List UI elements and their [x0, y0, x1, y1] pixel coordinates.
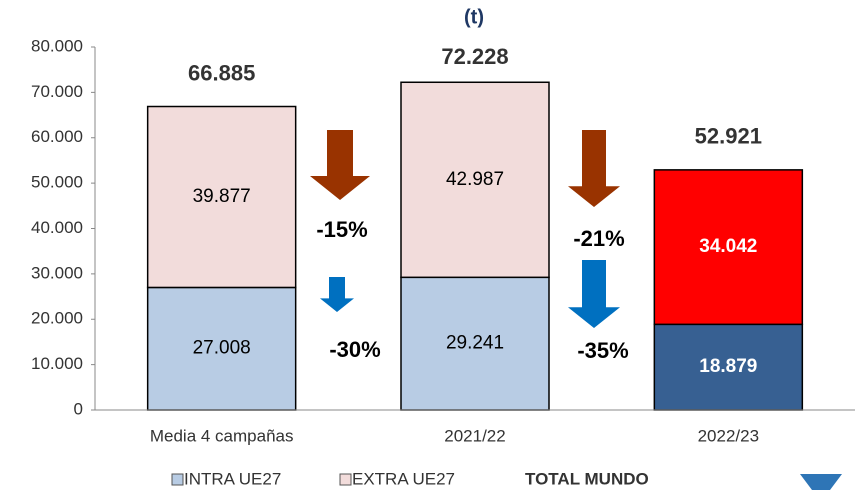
chart-title: (t)	[464, 6, 484, 28]
data-label: 39.877	[193, 186, 251, 207]
y-tick-label: 40.000	[31, 218, 83, 237]
annotation: -30%	[329, 337, 380, 362]
y-tick-label: 0	[74, 399, 83, 418]
legend-swatch	[339, 473, 352, 486]
x-tick-label: 2021/22	[444, 426, 505, 445]
legend-swatch	[171, 473, 184, 486]
arrow	[568, 260, 620, 328]
annotation: -35%	[577, 338, 628, 363]
data-label: 18.879	[699, 356, 757, 377]
y-tick-label: 30.000	[31, 263, 83, 282]
legend-label: INTRA UE27	[184, 469, 281, 488]
decoration	[800, 474, 842, 490]
x-tick-label: Media 4 campañas	[150, 426, 294, 445]
bar-segment	[146, 105, 297, 289]
y-tick-label: 50.000	[31, 173, 83, 192]
bar-segment	[653, 169, 804, 326]
legend-label: EXTRA UE27	[352, 469, 455, 488]
annotation: -21%	[573, 226, 624, 251]
y-tick-label: 80.000	[31, 36, 83, 55]
y-tick-label: 10.000	[31, 354, 83, 373]
arrow	[568, 130, 620, 207]
x-tick-label: 2022/23	[698, 426, 759, 445]
y-tick-label: 20.000	[31, 309, 83, 328]
arrow	[310, 130, 370, 200]
annotation: -15%	[316, 217, 367, 242]
data-label: 34.042	[699, 236, 757, 257]
data-label: 42.987	[446, 169, 504, 190]
total-label: 72.228	[441, 44, 508, 69]
total-label: 66.885	[188, 60, 255, 85]
legend-label: TOTAL MUNDO	[525, 469, 649, 488]
bar-segment	[653, 323, 804, 411]
bar-segment	[400, 81, 550, 279]
y-tick-label: 70.000	[31, 82, 83, 101]
total-label: 52.921	[695, 124, 762, 149]
arrow	[320, 277, 354, 312]
data-label: 29.241	[446, 333, 504, 354]
data-label: 27.008	[193, 338, 251, 359]
y-tick-label: 60.000	[31, 127, 83, 146]
